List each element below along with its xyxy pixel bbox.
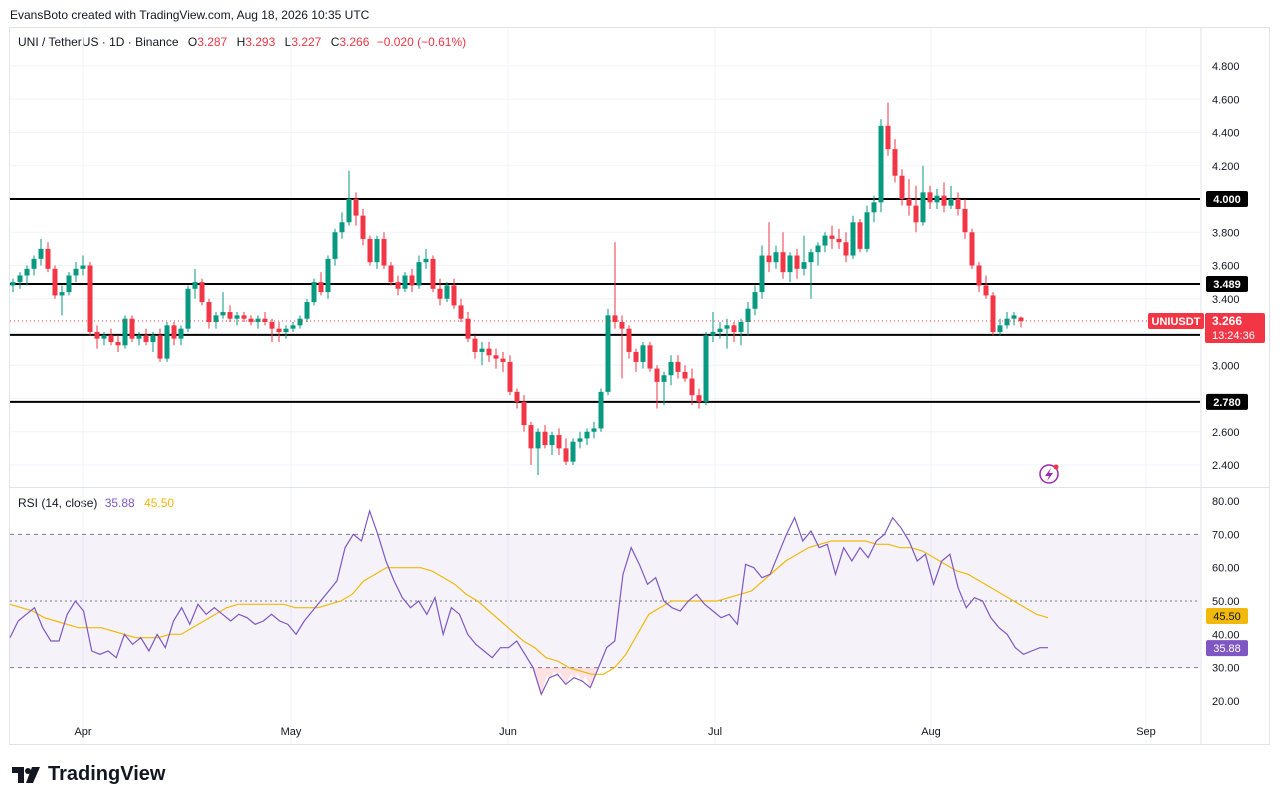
open-label: O xyxy=(187,35,198,49)
author-credit: EvansBoto created with TradingView.com, … xyxy=(10,8,370,22)
symbol-title[interactable]: UNI / TetherUS · 1D · Binance xyxy=(18,35,179,49)
tradingview-logo-icon xyxy=(12,766,40,783)
rsi-legend: RSI (14, close) 35.88 45.50 xyxy=(18,496,174,510)
rsi-ma-value: 45.50 xyxy=(144,496,175,510)
price-legend: UNI / TetherUS · 1D · Binance O3.287 H3.… xyxy=(18,35,466,49)
high-value: 3.293 xyxy=(245,35,276,49)
tradingview-logo-text: TradingView xyxy=(48,763,166,785)
tradingview-logo[interactable]: TradingView xyxy=(12,763,165,786)
low-label: L xyxy=(284,35,292,49)
change-value: −0.020 (−0.61%) xyxy=(376,35,467,49)
rsi-value: 35.88 xyxy=(104,496,135,510)
high-label: H xyxy=(236,35,246,49)
open-value: 3.287 xyxy=(197,35,228,49)
chart-frame xyxy=(9,27,1270,745)
close-label: C xyxy=(330,35,340,49)
close-value: 3.266 xyxy=(339,35,370,49)
low-value: 3.227 xyxy=(291,35,322,49)
rsi-title[interactable]: RSI (14, close) xyxy=(18,496,98,510)
